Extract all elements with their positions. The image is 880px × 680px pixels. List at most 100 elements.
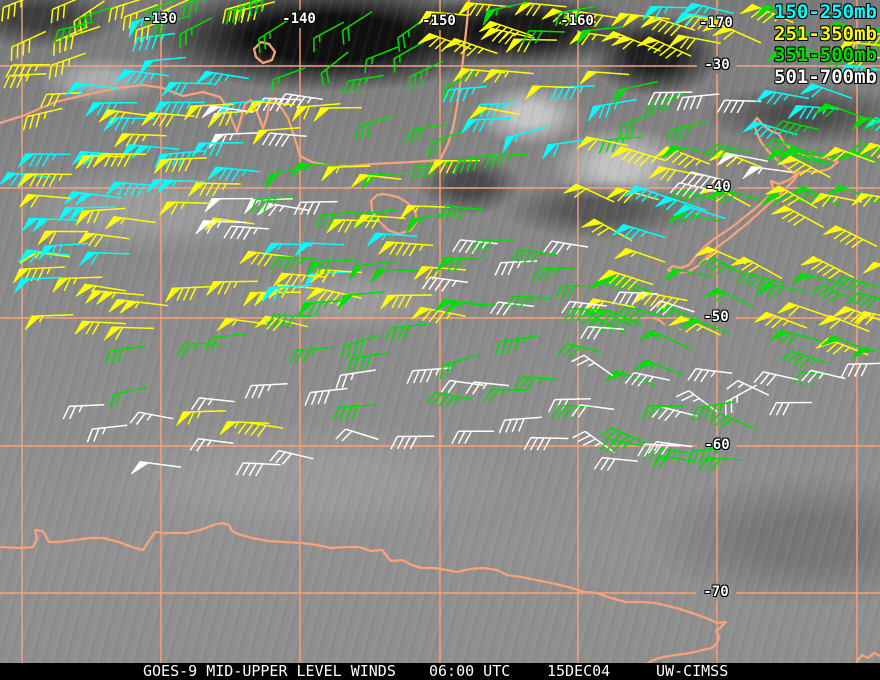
wind-barb <box>705 144 752 161</box>
wind-barb <box>201 104 254 120</box>
wind-barb <box>580 315 627 334</box>
wind-barb <box>772 120 819 137</box>
wind-barb <box>765 185 818 209</box>
wind-barb <box>293 200 338 216</box>
wind-barb <box>74 320 127 335</box>
wind-barb <box>427 130 464 158</box>
wind-barb <box>204 197 254 213</box>
wind-barb <box>109 386 148 409</box>
wind-barb <box>206 280 258 296</box>
wind-barb <box>554 284 598 299</box>
wind-barb <box>465 381 509 395</box>
grid-label: -150 <box>422 13 456 29</box>
wind-barb <box>523 436 569 451</box>
wind-barb <box>22 107 63 131</box>
wind-barb <box>292 103 341 122</box>
wind-barb <box>851 192 880 208</box>
wind-barb <box>521 29 565 44</box>
wind-barb <box>636 36 692 59</box>
wind-barb <box>244 100 295 115</box>
wind-barb <box>310 268 362 283</box>
wind-barb <box>399 204 450 220</box>
wind-barb <box>396 16 428 52</box>
wind-barb <box>634 359 685 377</box>
wind-barb <box>724 384 758 417</box>
wind-barb <box>624 371 670 387</box>
wind-barb <box>811 284 857 303</box>
wind-barb <box>640 16 696 37</box>
wind-barb <box>337 291 385 310</box>
wind-barb <box>19 193 70 208</box>
wind-barb <box>176 409 227 426</box>
wind-barb <box>75 155 126 170</box>
wind-barb <box>262 284 312 302</box>
wind-barb <box>417 32 472 52</box>
wind-barb <box>384 323 428 342</box>
wind-barb <box>687 368 733 383</box>
grid-label: -60 <box>704 437 730 453</box>
wind-barb <box>442 85 487 103</box>
wind-barb <box>763 138 811 156</box>
wind-barb <box>571 354 614 377</box>
wind-barb <box>161 82 214 97</box>
wind-barb <box>145 179 205 194</box>
wind-barb <box>13 266 65 284</box>
wind-barb <box>542 138 590 160</box>
wind-barb <box>289 346 332 364</box>
wind-barb <box>457 1 511 17</box>
wind-barb <box>304 387 348 406</box>
wind-barb <box>505 295 551 310</box>
wind-barb <box>390 435 435 450</box>
wind-barb <box>832 276 879 293</box>
wind-barb <box>669 188 716 206</box>
wind-barb <box>604 369 656 387</box>
wind-barb <box>191 141 244 158</box>
wind-barb-layer <box>0 0 880 477</box>
wind-barb <box>649 300 695 316</box>
wind-barb <box>188 182 241 197</box>
wind-barb <box>679 318 731 335</box>
wind-barb <box>816 51 869 72</box>
wind-barb <box>444 300 495 315</box>
wind-barb <box>17 153 71 168</box>
grid-label: -70 <box>703 584 729 600</box>
wind-barb <box>792 371 837 386</box>
wind-barb <box>76 232 130 248</box>
wind-barb <box>576 26 624 46</box>
wind-barb <box>252 127 300 145</box>
legend-item: 251-350mb <box>774 22 877 45</box>
wind-barb <box>104 345 146 365</box>
wind-barb <box>152 101 206 117</box>
wind-barb <box>65 82 117 97</box>
wind-barb <box>818 314 870 333</box>
wind-barb <box>703 287 755 308</box>
grid-label: -160 <box>560 13 594 29</box>
wind-barb <box>470 238 514 253</box>
wind-barb <box>443 72 478 101</box>
wind-barb <box>850 141 880 160</box>
legend-item: 351-500mb <box>774 44 877 66</box>
wind-barb <box>85 101 138 117</box>
wind-barb <box>695 246 747 265</box>
wind-barb <box>341 11 373 45</box>
wind-barb <box>340 334 381 360</box>
credit-label: UW-CIMSS <box>656 662 729 680</box>
wind-barb <box>1 0 25 22</box>
wind-barb <box>255 315 308 332</box>
wind-barb <box>736 271 784 289</box>
wind-barb <box>651 455 696 469</box>
time-label: 06:00 UTC <box>429 662 511 680</box>
wind-barb <box>730 256 783 280</box>
wind-barb <box>264 166 311 189</box>
wind-barb <box>438 205 484 221</box>
new-zealand-north-island <box>752 116 840 176</box>
wind-barb <box>313 106 362 122</box>
small-island <box>652 316 666 326</box>
wind-barb <box>841 362 880 378</box>
wind-barb <box>421 276 468 292</box>
wind-barb <box>195 220 247 235</box>
wind-barb <box>480 27 535 45</box>
wind-barb <box>38 242 89 261</box>
wind-barb <box>571 404 615 418</box>
